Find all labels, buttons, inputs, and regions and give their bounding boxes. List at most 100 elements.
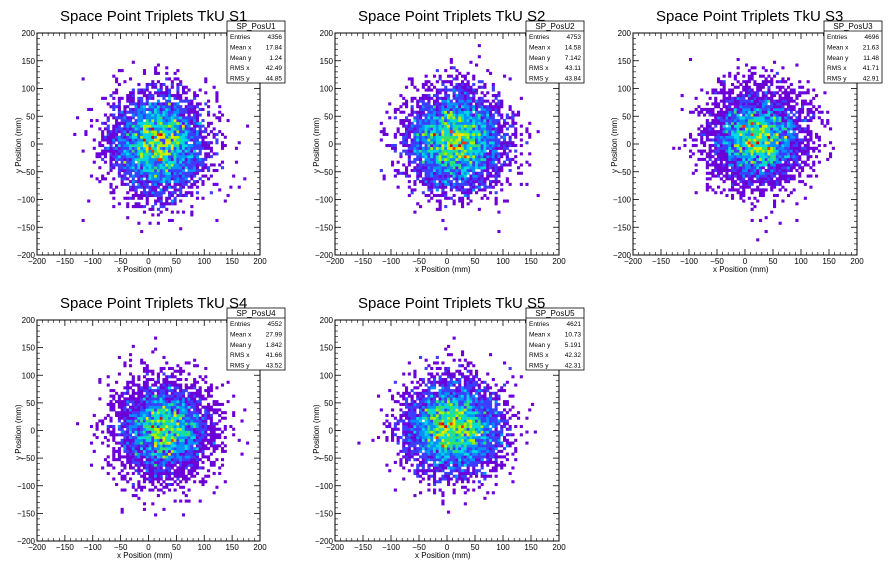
histogram-cell [750, 116, 754, 120]
histogram-cell [773, 138, 777, 142]
histogram-cell [770, 132, 774, 136]
histogram-cell [204, 166, 208, 170]
histogram-cell [137, 127, 141, 131]
histogram-cell [159, 138, 163, 142]
histogram-cell [503, 119, 507, 123]
histogram-cell [212, 463, 216, 467]
histogram-cell [181, 113, 186, 117]
histogram-cell [803, 182, 807, 186]
histogram-cell [156, 91, 160, 95]
histogram-cell [165, 105, 169, 109]
histogram-cell [764, 152, 768, 156]
histogram-cell [480, 110, 484, 114]
histogram-cell [452, 127, 456, 131]
histogram-cell [444, 130, 448, 134]
histogram-cell [151, 455, 155, 459]
histogram-cell [759, 141, 763, 145]
histogram-cell [444, 196, 448, 200]
histogram-cell [162, 124, 166, 128]
histogram-cell [424, 107, 428, 111]
histogram-cell [430, 174, 434, 178]
histogram-cell [109, 157, 113, 161]
histogram-cell [438, 107, 442, 111]
histogram-cell [198, 130, 202, 134]
histogram-cell [773, 74, 777, 78]
histogram-cell [156, 458, 160, 462]
histogram-cell [137, 107, 141, 111]
histogram-cell [461, 116, 465, 120]
histogram-cell [165, 152, 169, 156]
histogram-cell [190, 119, 194, 123]
histogram-cell [179, 135, 183, 139]
histogram-cell [463, 157, 467, 161]
histogram-cell [402, 121, 406, 125]
histogram-cell [742, 132, 746, 136]
histogram-cell [168, 469, 172, 473]
histogram-cell [151, 422, 155, 426]
histogram-cell [742, 146, 746, 150]
histogram-cell [441, 135, 445, 139]
histogram-cell [739, 144, 743, 148]
histogram-cell [137, 138, 141, 142]
histogram-cell [128, 107, 133, 111]
histogram-cell [154, 452, 158, 456]
histogram-cell [770, 146, 774, 150]
histogram-cell [815, 107, 819, 111]
histogram-cell [511, 110, 515, 114]
histogram-cell [475, 63, 479, 67]
histogram-cell [137, 427, 141, 431]
y-tick-label: −150 [315, 223, 334, 232]
histogram-cell [750, 105, 754, 109]
histogram-cell [126, 132, 130, 136]
histogram-cell [463, 146, 467, 150]
histogram-cell [115, 132, 119, 136]
histogram-cell [416, 113, 420, 117]
histogram-cell [778, 180, 782, 184]
histogram-cell [156, 113, 160, 117]
histogram-cell [705, 138, 709, 142]
histogram-cell [184, 116, 188, 120]
histogram-cell [162, 185, 166, 189]
histogram-cell [201, 146, 205, 150]
histogram-cell [759, 188, 763, 192]
histogram-cell [694, 168, 698, 173]
histogram-cell [505, 180, 509, 184]
histogram-cell [458, 138, 462, 142]
histogram-cell [778, 116, 782, 120]
histogram-cell [477, 110, 481, 114]
histogram-cell [137, 433, 141, 437]
histogram-cell [181, 171, 186, 175]
histogram-cell [767, 110, 771, 114]
histogram-cell [154, 149, 158, 153]
histogram-cell [717, 166, 721, 170]
histogram-cell [181, 177, 186, 181]
histogram-cell [181, 182, 186, 186]
histogram-cell [444, 105, 448, 109]
histogram-cell [731, 124, 735, 128]
histogram-cell [165, 474, 169, 478]
histogram-cell [753, 135, 757, 139]
histogram-cell [120, 149, 124, 153]
histogram-cell [705, 152, 709, 156]
histogram-cell [736, 121, 740, 125]
histogram-cell [193, 447, 197, 451]
histogram-cell [168, 177, 172, 181]
histogram-cell [148, 107, 152, 111]
histogram-cell [109, 419, 113, 423]
histogram-cell [165, 438, 169, 442]
histogram-cell [483, 105, 487, 109]
histogram-cell [756, 121, 760, 125]
histogram-cell [176, 155, 180, 159]
histogram-cell [773, 171, 777, 175]
histogram-cell [817, 105, 821, 109]
histogram-cell [491, 146, 495, 150]
histogram-cell [483, 119, 487, 123]
histogram-cell [514, 130, 518, 134]
histogram-cell [416, 119, 420, 123]
histogram-cell [142, 447, 147, 451]
histogram-cell [220, 441, 225, 445]
histogram-cell [433, 180, 437, 184]
histogram-cell [458, 196, 462, 200]
histogram-cell [781, 135, 785, 139]
histogram-cell [115, 80, 119, 84]
